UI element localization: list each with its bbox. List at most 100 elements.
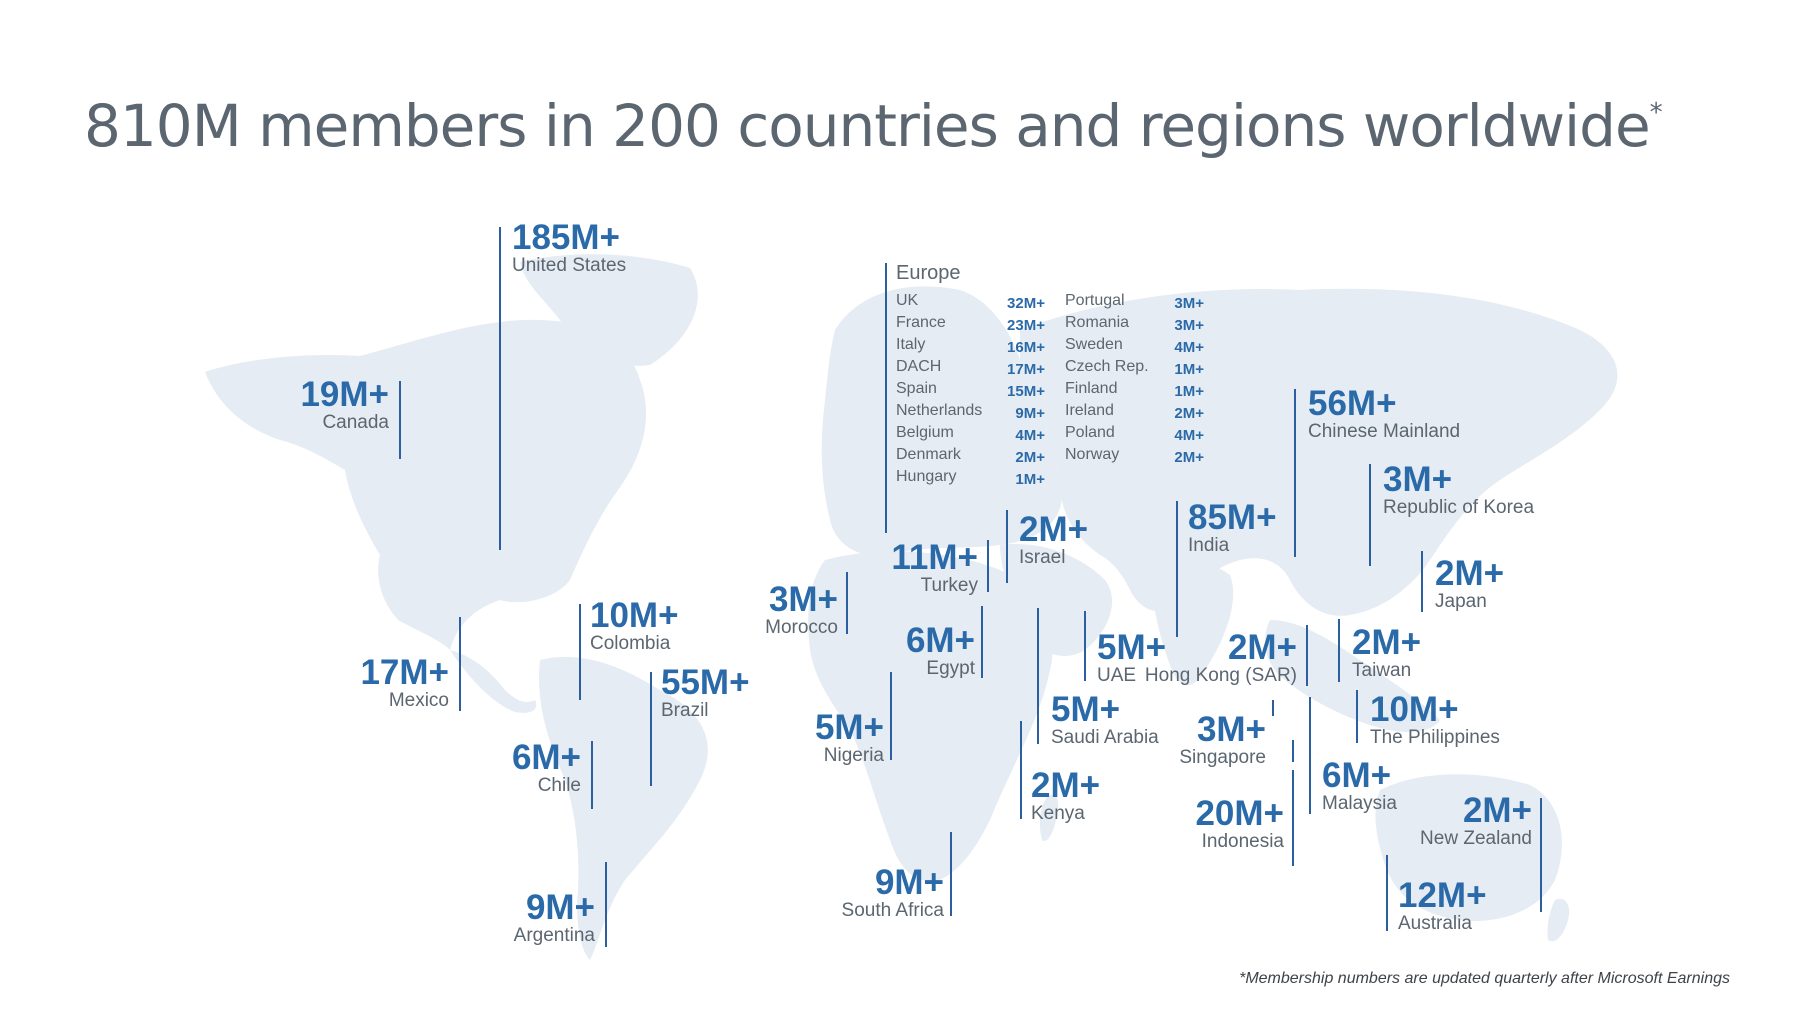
pin-line-mexico xyxy=(459,617,461,711)
pin-line-nigeria xyxy=(890,672,892,760)
europe-value: 23M+ xyxy=(1007,317,1045,334)
pin-line-india xyxy=(1176,501,1178,637)
europe-country: Norway xyxy=(1065,446,1120,463)
europe-row: Netherlands 9M+ xyxy=(896,402,1045,424)
pin-line-australia xyxy=(1386,855,1388,931)
europe-row: Denmark 2M+ xyxy=(896,446,1045,468)
pin-line-colombia xyxy=(579,604,581,700)
callout-india: 85M+ India xyxy=(1188,500,1277,555)
label-israel: Israel xyxy=(1019,547,1066,568)
value-canada: 19M+ xyxy=(300,375,389,414)
pin-line-europe xyxy=(885,263,887,533)
label-colombia: Colombia xyxy=(590,633,671,654)
pin-line-japan xyxy=(1421,551,1423,612)
value-israel: 2M+ xyxy=(1019,510,1089,549)
europe-value: 1M+ xyxy=(1174,361,1204,378)
callout-korea: 3M+ Republic of Korea xyxy=(1383,462,1534,517)
pin-line-brazil xyxy=(650,672,652,786)
callout-indonesia: 20M+ Indonesia xyxy=(1195,796,1284,851)
europe-value: 1M+ xyxy=(1174,383,1204,400)
label-indonesia: Indonesia xyxy=(1201,831,1284,852)
pin-line-united-states xyxy=(499,227,501,550)
value-india: 85M+ xyxy=(1188,498,1277,537)
pin-line-canada xyxy=(399,381,401,459)
landmass-greenland xyxy=(520,254,698,366)
europe-country: Portugal xyxy=(1065,292,1125,309)
value-hong-kong: 2M+ xyxy=(1227,628,1297,667)
value-japan: 2M+ xyxy=(1435,554,1505,593)
label-new-zealand: New Zealand xyxy=(1420,828,1532,849)
value-nigeria: 5M+ xyxy=(814,708,884,747)
europe-row: France 23M+ xyxy=(896,314,1045,336)
pin-line-malaysia xyxy=(1309,697,1311,814)
europe-country: Poland xyxy=(1065,424,1115,441)
europe-country: Czech Rep. xyxy=(1065,358,1149,375)
europe-country: Romania xyxy=(1065,314,1130,331)
pin-line-new-zealand xyxy=(1540,798,1542,912)
label-hong-kong: Hong Kong (SAR) xyxy=(1144,665,1297,686)
landmass-asia xyxy=(1020,288,1618,616)
callout-united-states: 185M+ United States xyxy=(512,220,626,275)
europe-column-2: Portugal 3M+ Romania 3M+ Sweden 4M+ Czech R… xyxy=(1065,292,1204,468)
value-kenya: 2M+ xyxy=(1031,766,1101,805)
europe-heading: Europe xyxy=(896,262,961,284)
europe-country: Italy xyxy=(896,336,926,353)
europe-value: 2M+ xyxy=(1174,405,1204,422)
value-egypt: 6M+ xyxy=(905,621,975,660)
callout-japan: 2M+ Japan xyxy=(1435,556,1504,611)
pin-line-korea xyxy=(1369,464,1371,566)
callout-new-zealand: 2M+ New Zealand xyxy=(1420,793,1532,848)
label-south-africa: South Africa xyxy=(841,900,944,921)
europe-row: Norway 2M+ xyxy=(1065,446,1204,468)
landmass-australia xyxy=(1375,774,1562,921)
label-philippines: The Philippines xyxy=(1370,727,1500,748)
callout-egypt: 6M+ Egypt xyxy=(906,623,975,678)
callout-malaysia: 6M+ Malaysia xyxy=(1322,758,1397,813)
callout-taiwan: 2M+ Taiwan xyxy=(1352,625,1421,680)
label-brazil: Brazil xyxy=(661,700,709,721)
landmass-south-america xyxy=(539,656,708,960)
label-india: India xyxy=(1188,535,1230,556)
europe-country: DACH xyxy=(896,358,942,375)
value-uae: 5M+ xyxy=(1097,628,1167,667)
pin-line-kenya xyxy=(1020,721,1022,819)
europe-value: 2M+ xyxy=(1174,449,1204,466)
value-argentina: 9M+ xyxy=(525,888,595,927)
europe-row: Romania 3M+ xyxy=(1065,314,1204,336)
europe-value: 3M+ xyxy=(1174,295,1204,312)
callout-colombia: 10M+ Colombia xyxy=(590,598,679,653)
europe-row: Sweden 4M+ xyxy=(1065,336,1204,358)
europe-row: UK 32M+ xyxy=(896,292,1045,314)
pin-line-saudi-arabia xyxy=(1037,608,1039,744)
europe-column-1: UK 32M+ France 23M+ Italy 16M+ DACH 17M+ Spa… xyxy=(896,292,1045,490)
callout-israel: 2M+ Israel xyxy=(1019,512,1088,567)
value-saudi-arabia: 5M+ xyxy=(1051,690,1121,729)
callout-saudi-arabia: 5M+ Saudi Arabia xyxy=(1051,692,1159,747)
callout-kenya: 2M+ Kenya xyxy=(1031,768,1100,823)
value-indonesia: 20M+ xyxy=(1195,794,1284,833)
callout-nigeria: 5M+ Nigeria xyxy=(815,710,884,765)
pin-line-philippines xyxy=(1356,690,1358,743)
label-taiwan: Taiwan xyxy=(1352,660,1412,681)
europe-country: Finland xyxy=(1065,380,1118,397)
europe-value: 4M+ xyxy=(1174,339,1204,356)
footnote: *Membership numbers are updated quarterl… xyxy=(1239,970,1730,987)
title-asterisk: * xyxy=(1649,98,1663,128)
landmass-madagascar xyxy=(1039,794,1059,841)
europe-country: Belgium xyxy=(896,424,954,441)
landmass-north-america xyxy=(205,319,647,650)
label-canada: Canada xyxy=(322,412,389,433)
callout-turkey: 11M+ Turkey xyxy=(891,540,978,595)
callout-brazil: 55M+ Brazil xyxy=(661,665,750,720)
europe-value: 16M+ xyxy=(1007,339,1045,356)
europe-country: Sweden xyxy=(1065,336,1123,353)
europe-row: Poland 4M+ xyxy=(1065,424,1204,446)
value-philippines: 10M+ xyxy=(1370,690,1459,729)
value-new-zealand: 2M+ xyxy=(1462,791,1532,830)
europe-row: Ireland 2M+ xyxy=(1065,402,1204,424)
callout-hong-kong: 2M+ Hong Kong (SAR) xyxy=(1145,630,1297,685)
callout-philippines: 10M+ The Philippines xyxy=(1370,692,1500,747)
title-text: 810M members in 200 countries and region… xyxy=(84,92,1651,160)
pin-line-argentina xyxy=(605,862,607,947)
label-singapore: Singapore xyxy=(1179,747,1266,768)
